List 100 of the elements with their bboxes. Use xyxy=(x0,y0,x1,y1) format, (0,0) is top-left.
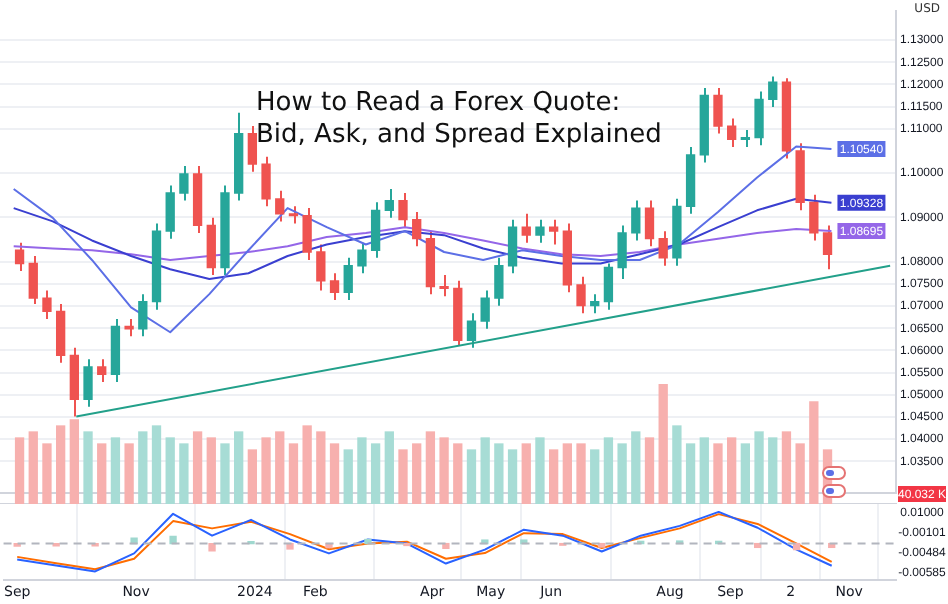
bar xyxy=(42,443,52,504)
candlestick xyxy=(69,346,79,418)
bar xyxy=(302,425,312,504)
candlestick xyxy=(83,358,93,408)
bar xyxy=(206,437,216,504)
bar xyxy=(672,425,682,504)
candlestick xyxy=(754,90,764,147)
bar xyxy=(124,443,134,504)
bar xyxy=(781,431,792,504)
bar xyxy=(151,425,162,504)
candlestick xyxy=(494,256,504,307)
candlestick xyxy=(727,117,737,148)
bar xyxy=(590,449,600,504)
bar xyxy=(247,449,258,504)
bar xyxy=(165,437,175,504)
bar xyxy=(644,437,655,504)
candlestick xyxy=(28,254,38,305)
bar xyxy=(507,449,518,504)
candlestick xyxy=(398,192,408,229)
candlestick xyxy=(14,241,25,273)
bar xyxy=(521,443,531,504)
candlestick xyxy=(370,201,381,259)
bar xyxy=(83,431,93,504)
bar xyxy=(658,384,668,504)
candlestick xyxy=(384,188,394,219)
bar xyxy=(425,431,436,504)
bar xyxy=(631,431,641,504)
candlestick xyxy=(302,207,312,261)
bar xyxy=(576,443,586,504)
bar xyxy=(384,431,394,504)
candlestick xyxy=(576,275,586,315)
bar xyxy=(343,449,353,504)
candlestick xyxy=(658,230,668,267)
bar xyxy=(603,437,614,504)
candlestick xyxy=(603,262,614,311)
bar xyxy=(179,443,189,504)
bar xyxy=(261,437,271,504)
bar xyxy=(192,431,203,504)
bar xyxy=(466,449,477,504)
bar xyxy=(138,431,148,504)
bar xyxy=(329,443,340,504)
candlestick xyxy=(507,218,518,275)
bar xyxy=(55,425,66,504)
bar xyxy=(69,419,79,504)
candlestick xyxy=(439,274,449,298)
bar xyxy=(412,443,422,504)
candlestick xyxy=(822,224,833,271)
bar xyxy=(617,443,627,504)
candlestick xyxy=(261,155,271,208)
candlestick xyxy=(535,218,545,244)
candlestick xyxy=(809,193,819,242)
candlestick xyxy=(412,211,422,248)
candlestick xyxy=(768,75,778,108)
bar xyxy=(439,437,449,504)
candlestick xyxy=(521,212,531,244)
candlestick xyxy=(617,224,627,281)
candlestick xyxy=(590,293,600,315)
bar xyxy=(535,437,545,504)
bar xyxy=(357,437,367,504)
candlestick xyxy=(357,241,367,275)
candlestick xyxy=(247,125,258,173)
bar xyxy=(768,437,778,504)
bar xyxy=(494,443,504,504)
bar xyxy=(754,431,764,504)
bar xyxy=(453,443,463,504)
candlestick xyxy=(138,293,148,338)
bar xyxy=(480,437,490,504)
candlestick xyxy=(275,189,285,223)
bar xyxy=(316,431,326,504)
bar xyxy=(713,443,723,504)
candlestick xyxy=(631,199,641,242)
candlestick xyxy=(329,272,340,301)
bar xyxy=(562,443,572,504)
bar xyxy=(275,431,285,504)
bar xyxy=(727,437,737,504)
bar xyxy=(97,443,107,504)
bar xyxy=(370,443,381,504)
bar xyxy=(699,437,709,504)
bar xyxy=(548,449,559,504)
candlestick xyxy=(713,86,723,135)
text: How to Read a Forex Quote: Bid, Ask, and Spread Explained xyxy=(256,88,662,152)
bar xyxy=(809,401,819,504)
bar xyxy=(740,443,751,504)
candlestick xyxy=(97,358,107,383)
candlestick xyxy=(55,302,66,364)
bar xyxy=(288,443,299,504)
bar xyxy=(14,437,25,504)
candlestick xyxy=(548,218,559,246)
candlestick xyxy=(343,256,353,301)
bar xyxy=(110,437,121,504)
candlestick xyxy=(165,184,175,240)
bar xyxy=(234,431,244,504)
candlestick xyxy=(466,312,477,349)
candlestick xyxy=(42,289,52,320)
candlestick xyxy=(644,199,655,248)
bar xyxy=(398,449,408,504)
candlestick xyxy=(179,164,189,202)
candlestick xyxy=(206,216,216,277)
bar xyxy=(28,431,38,504)
bar xyxy=(220,443,230,504)
